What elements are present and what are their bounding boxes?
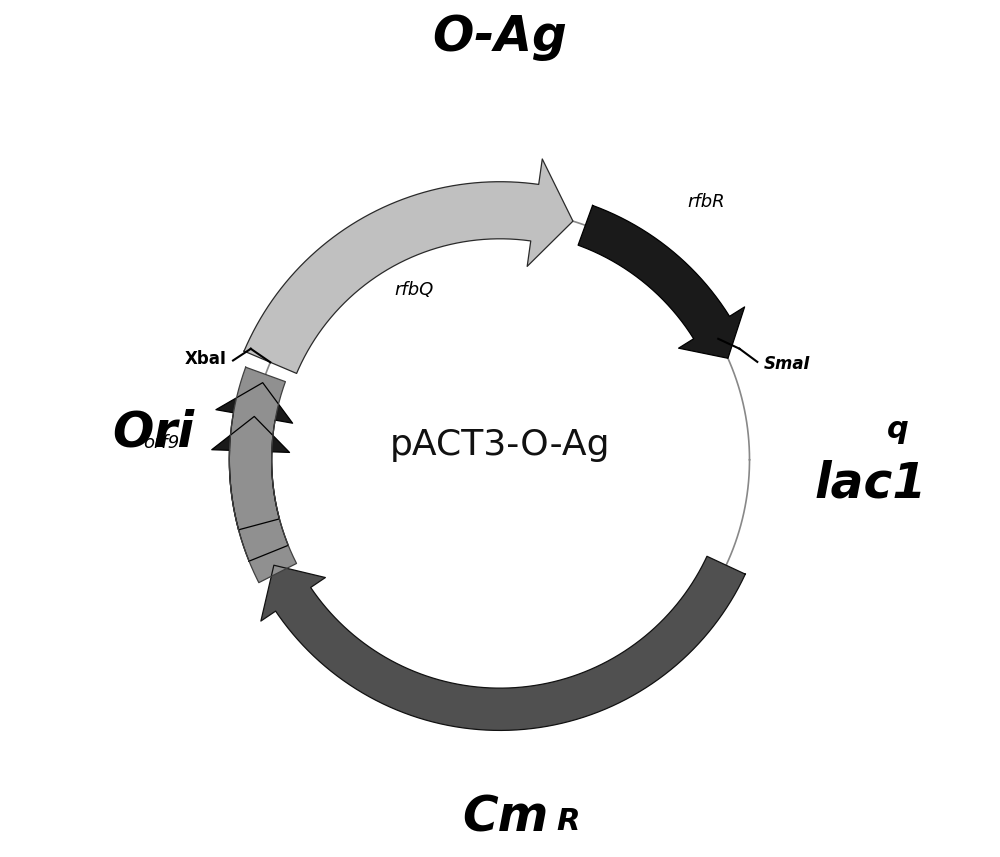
Text: rfbR: rfbR — [687, 193, 725, 211]
Text: XbaI: XbaI — [184, 350, 226, 368]
Text: rfbQ: rfbQ — [394, 281, 433, 299]
Text: q: q — [887, 415, 908, 444]
Text: orf9: orf9 — [143, 434, 179, 452]
Text: pACT3-O-Ag: pACT3-O-Ag — [390, 428, 610, 462]
Text: Ori: Ori — [112, 409, 194, 457]
Polygon shape — [244, 159, 573, 374]
Polygon shape — [261, 556, 745, 730]
Text: Cm: Cm — [462, 793, 548, 841]
Polygon shape — [216, 383, 293, 530]
Text: R: R — [557, 807, 580, 836]
Polygon shape — [578, 206, 745, 358]
Polygon shape — [229, 367, 297, 583]
Text: O-Ag: O-Ag — [433, 13, 567, 61]
Text: lac1: lac1 — [815, 459, 927, 507]
Polygon shape — [212, 417, 290, 561]
Text: SmaI: SmaI — [764, 355, 811, 373]
